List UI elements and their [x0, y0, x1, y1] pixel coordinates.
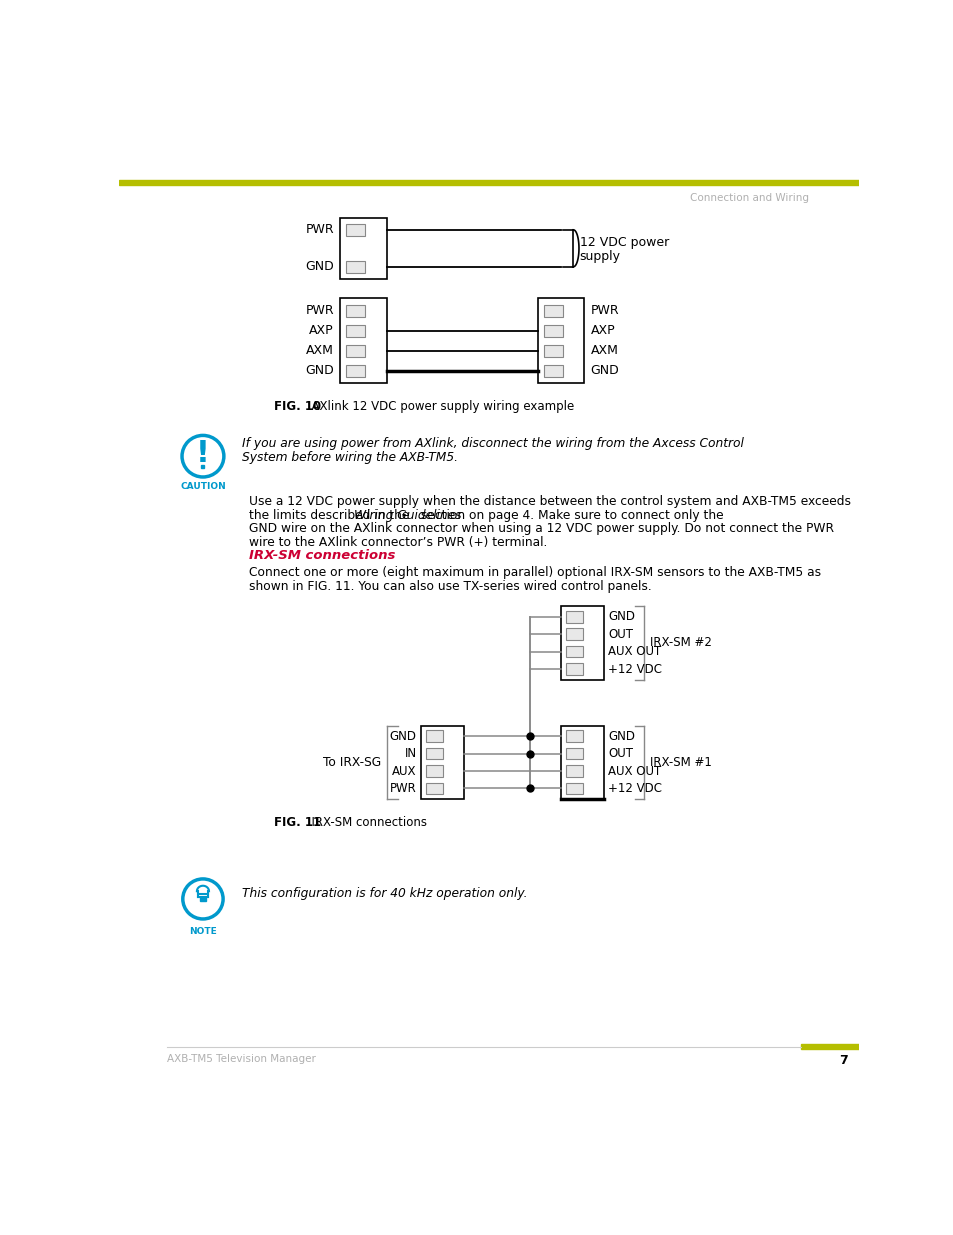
Bar [426, 730, 443, 742]
Text: If you are using power from AXlink, disconnect the wiring from the Axcess Contro: If you are using power from AXlink, disc… [241, 437, 742, 450]
Text: GND: GND [305, 364, 334, 377]
Text: To IRX-SG: To IRX-SG [322, 756, 380, 768]
Text: AUX OUT: AUX OUT [608, 764, 660, 778]
Text: PWR: PWR [390, 782, 416, 795]
Text: section on page 4. Make sure to connect only the: section on page 4. Make sure to connect … [416, 509, 722, 521]
Bar [565, 646, 582, 657]
Bar [119, 180, 858, 185]
Text: AXP: AXP [590, 325, 615, 337]
Bar [426, 766, 443, 777]
Bar [565, 766, 582, 777]
Bar [565, 783, 582, 794]
Text: GND: GND [608, 730, 635, 742]
Bar [426, 783, 443, 794]
Text: IRX-SM #2: IRX-SM #2 [649, 636, 711, 650]
Bar [565, 663, 582, 674]
Text: FIG. 11: FIG. 11 [274, 816, 321, 829]
Bar [543, 345, 562, 357]
Bar [560, 726, 603, 799]
Text: GND: GND [608, 610, 635, 624]
Bar [801, 1045, 858, 1049]
Text: This configuration is for 40 kHz operation only.: This configuration is for 40 kHz operati… [241, 887, 527, 899]
Text: supply: supply [579, 249, 620, 263]
Text: the limits described in the: the limits described in the [249, 509, 414, 521]
Text: GND: GND [590, 364, 618, 377]
Bar [340, 217, 386, 279]
Text: OUT: OUT [608, 747, 633, 760]
Bar [346, 224, 365, 236]
Text: IRX-SM #1: IRX-SM #1 [649, 756, 711, 768]
Text: AXlink 12 VDC power supply wiring example: AXlink 12 VDC power supply wiring exampl… [303, 400, 574, 412]
Text: GND: GND [390, 730, 416, 742]
Text: NOTE: NOTE [189, 926, 216, 936]
Bar [346, 345, 365, 357]
Text: Wiring Guidelines: Wiring Guidelines [354, 509, 460, 521]
Text: !: ! [195, 440, 210, 468]
Bar [346, 305, 365, 317]
Text: CAUTION: CAUTION [180, 482, 226, 490]
Text: AXB-TM5 Television Manager: AXB-TM5 Television Manager [167, 1055, 315, 1065]
Bar [421, 726, 464, 799]
Text: AUX OUT: AUX OUT [608, 645, 660, 658]
Text: PWR: PWR [305, 304, 334, 317]
Bar [565, 747, 582, 760]
Text: wire to the AXlink connector’s PWR (+) terminal.: wire to the AXlink connector’s PWR (+) t… [249, 536, 547, 550]
Bar [340, 299, 386, 383]
Bar [565, 730, 582, 742]
Text: PWR: PWR [590, 304, 618, 317]
Text: System before wiring the AXB-TM5.: System before wiring the AXB-TM5. [241, 451, 457, 464]
Text: OUT: OUT [608, 627, 633, 641]
Text: shown in FIG. 11. You can also use TX-series wired control panels.: shown in FIG. 11. You can also use TX-se… [249, 580, 652, 593]
Text: GND wire on the AXlink connector when using a 12 VDC power supply. Do not connec: GND wire on the AXlink connector when us… [249, 522, 834, 536]
Bar [346, 364, 365, 377]
Text: Use a 12 VDC power supply when the distance between the control system and AXB-T: Use a 12 VDC power supply when the dista… [249, 495, 851, 508]
Bar [543, 305, 562, 317]
Bar [565, 611, 582, 622]
Bar [201, 464, 204, 468]
Bar [543, 325, 562, 337]
Text: AXM: AXM [590, 345, 618, 357]
Bar [543, 364, 562, 377]
Text: IRX-SM connections: IRX-SM connections [303, 816, 426, 829]
Bar [426, 747, 443, 760]
Bar [537, 299, 583, 383]
Text: +12 VDC: +12 VDC [608, 663, 661, 676]
Text: AXP: AXP [309, 325, 334, 337]
Text: GND: GND [305, 261, 334, 273]
Bar [346, 325, 365, 337]
Text: 12 VDC power: 12 VDC power [579, 236, 668, 248]
Text: Connect one or more (eight maximum in parallel) optional IRX-SM sensors to the A: Connect one or more (eight maximum in pa… [249, 567, 821, 579]
Text: FIG. 10: FIG. 10 [274, 400, 321, 412]
Text: AUX: AUX [392, 764, 416, 778]
Text: AXM: AXM [306, 345, 334, 357]
Bar [346, 261, 365, 273]
Bar [199, 898, 206, 902]
Text: Connection and Wiring: Connection and Wiring [689, 193, 808, 203]
Text: IN: IN [404, 747, 416, 760]
Bar [565, 629, 582, 640]
Text: PWR: PWR [305, 224, 334, 236]
Text: 7: 7 [838, 1055, 847, 1067]
Text: +12 VDC: +12 VDC [608, 782, 661, 795]
Text: IRX-SM connections: IRX-SM connections [249, 550, 395, 562]
Bar [560, 606, 603, 679]
